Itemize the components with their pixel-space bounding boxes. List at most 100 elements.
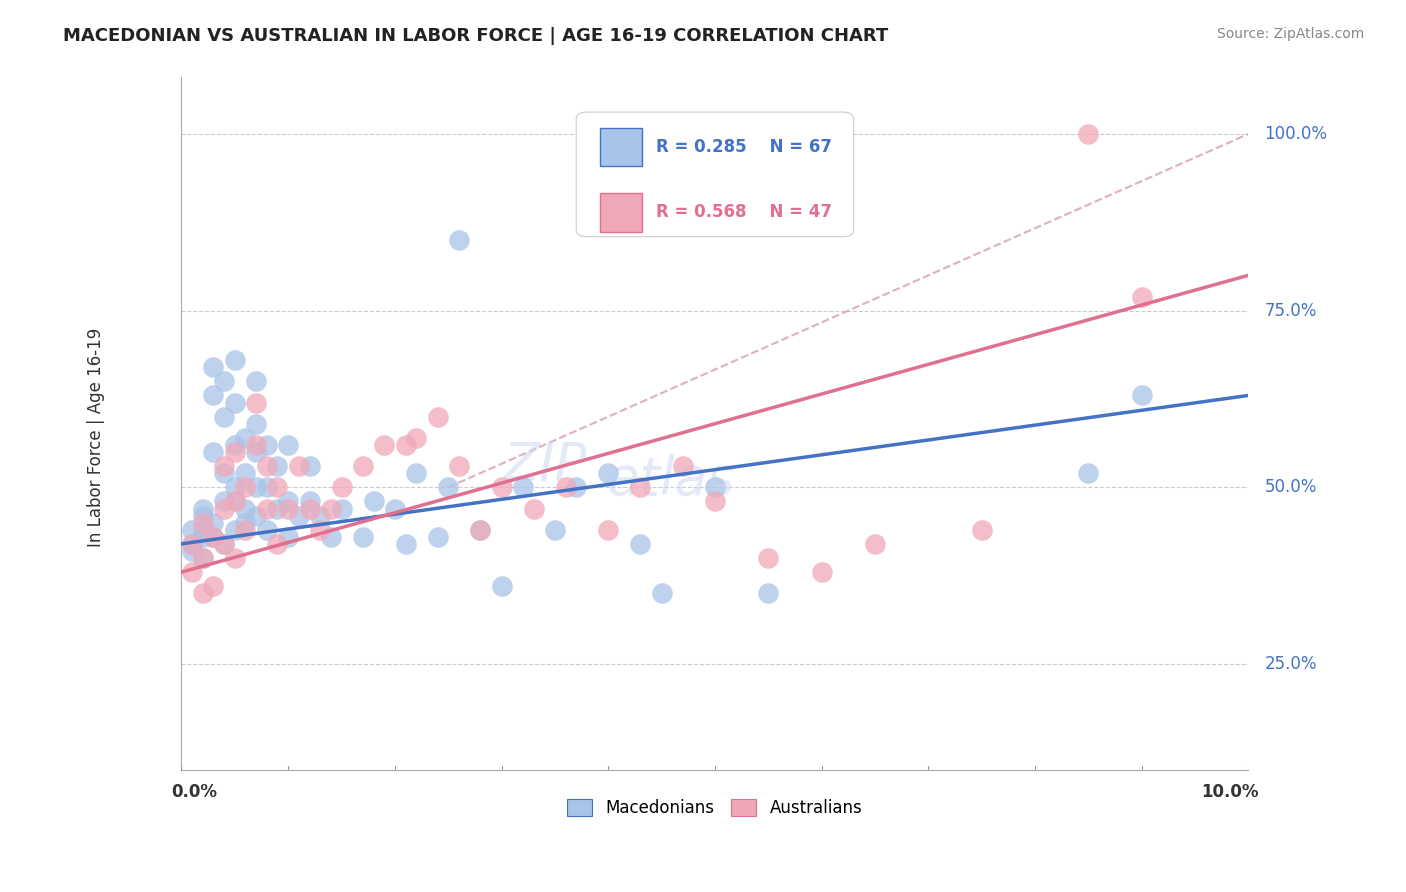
Point <box>224 445 246 459</box>
Point <box>703 494 725 508</box>
Point <box>756 551 779 566</box>
Point <box>810 565 832 579</box>
Point <box>224 551 246 566</box>
Point <box>512 480 534 494</box>
Point <box>256 438 278 452</box>
Point <box>181 537 204 551</box>
Point <box>277 501 299 516</box>
Point <box>266 480 288 494</box>
Point <box>235 501 257 516</box>
Point <box>277 438 299 452</box>
Text: In Labor Force | Age 16-19: In Labor Force | Age 16-19 <box>87 328 105 548</box>
Text: R = 0.568    N = 47: R = 0.568 N = 47 <box>657 203 832 221</box>
Point <box>256 480 278 494</box>
Point <box>277 494 299 508</box>
Point <box>212 537 235 551</box>
Point <box>363 494 385 508</box>
Point <box>266 501 288 516</box>
Point <box>470 523 492 537</box>
Point <box>1130 289 1153 303</box>
Point <box>970 523 993 537</box>
Point <box>191 516 214 530</box>
Point <box>309 508 332 523</box>
Point <box>544 523 567 537</box>
Point <box>394 537 416 551</box>
Point <box>1077 127 1099 141</box>
Text: atlas: atlas <box>609 454 735 507</box>
Point <box>256 501 278 516</box>
Text: R = 0.285    N = 67: R = 0.285 N = 67 <box>657 137 832 156</box>
Point <box>212 501 235 516</box>
Point <box>470 523 492 537</box>
Point <box>298 459 321 474</box>
Point <box>298 494 321 508</box>
Point <box>245 445 267 459</box>
Point <box>191 501 214 516</box>
FancyBboxPatch shape <box>576 112 853 236</box>
Point <box>554 480 576 494</box>
Point <box>491 480 513 494</box>
Point <box>224 395 246 409</box>
Point <box>191 523 214 537</box>
Point <box>598 466 620 480</box>
Legend: Macedonians, Australians: Macedonians, Australians <box>561 792 869 824</box>
Point <box>522 501 544 516</box>
Text: 25.0%: 25.0% <box>1264 655 1317 673</box>
Point <box>202 579 225 593</box>
Point <box>224 480 246 494</box>
Point <box>1130 388 1153 402</box>
Text: 50.0%: 50.0% <box>1264 478 1317 496</box>
Point <box>298 501 321 516</box>
Text: 0.0%: 0.0% <box>170 782 217 801</box>
Point <box>181 565 204 579</box>
Point <box>426 409 449 424</box>
Point <box>319 530 342 544</box>
Point <box>384 501 406 516</box>
Point <box>703 480 725 494</box>
Point <box>330 501 353 516</box>
Point <box>245 395 267 409</box>
Point <box>628 537 651 551</box>
Point <box>191 551 214 566</box>
Point <box>212 459 235 474</box>
Point <box>202 360 225 375</box>
Point <box>394 438 416 452</box>
Point <box>426 530 449 544</box>
Point <box>202 445 225 459</box>
Point <box>352 530 374 544</box>
Point <box>212 374 235 388</box>
Point <box>235 480 257 494</box>
Point <box>202 530 225 544</box>
Point <box>202 516 225 530</box>
Point <box>437 480 460 494</box>
Point <box>373 438 395 452</box>
Point <box>863 537 886 551</box>
Point <box>181 523 204 537</box>
Point <box>352 459 374 474</box>
Point <box>224 523 246 537</box>
Point <box>224 494 246 508</box>
Point <box>598 523 620 537</box>
Point <box>191 551 214 566</box>
Point <box>672 459 695 474</box>
Point <box>202 388 225 402</box>
Text: ZIP: ZIP <box>503 440 586 492</box>
Point <box>319 501 342 516</box>
Point <box>330 480 353 494</box>
Point <box>245 417 267 431</box>
Point <box>309 523 332 537</box>
Point <box>212 537 235 551</box>
Point <box>181 537 204 551</box>
Point <box>224 353 246 368</box>
Point <box>245 374 267 388</box>
Text: Source: ZipAtlas.com: Source: ZipAtlas.com <box>1216 27 1364 41</box>
Point <box>191 508 214 523</box>
Point <box>191 530 214 544</box>
Point <box>245 480 267 494</box>
Point <box>447 459 470 474</box>
Point <box>277 530 299 544</box>
Point <box>256 459 278 474</box>
Point <box>651 586 673 600</box>
Point <box>491 579 513 593</box>
Point <box>191 586 214 600</box>
